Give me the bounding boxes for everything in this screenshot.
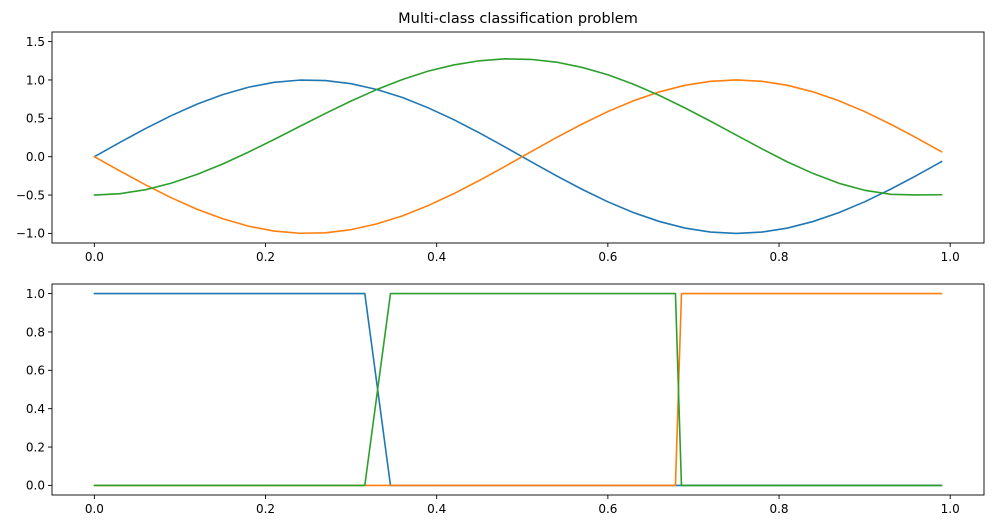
x-tick-label: 1.0 <box>941 502 960 516</box>
x-tick-label: 0.2 <box>256 250 275 264</box>
series-line-3 <box>93 58 943 196</box>
x-tick-label: 1.0 <box>941 250 960 264</box>
y-tick-label: 1.5 <box>26 35 45 49</box>
y-tick-label: 1.0 <box>26 287 45 301</box>
series-line-2 <box>93 79 943 235</box>
y-tick-label: 0.6 <box>26 364 45 378</box>
x-tick-label: 0.8 <box>769 250 788 264</box>
x-tick-label: 0.4 <box>427 502 446 516</box>
top-axes: 0.0 0.2 0.4 0.6 0.8 1.0 −1.0 −0.5 0.0 0.5 1.0 1.5 <box>16 31 985 264</box>
y-tick-label: −1.0 <box>16 227 45 241</box>
series-line-1 <box>93 79 943 235</box>
y-tick-label: 0.4 <box>26 402 45 416</box>
x-tick-label: 0.6 <box>598 502 617 516</box>
y-tick-label: 1.0 <box>26 73 45 87</box>
y-tick-label: 0.0 <box>26 479 45 493</box>
axes-frame <box>51 283 985 496</box>
y-tick-label: 0.8 <box>26 325 45 339</box>
y-tick-label: 0.5 <box>26 112 45 126</box>
x-tick-label: 0.4 <box>427 250 446 264</box>
y-tick-label: 0.0 <box>26 150 45 164</box>
x-tick-label: 0.2 <box>256 502 275 516</box>
x-tick-label: 0.6 <box>598 250 617 264</box>
x-tick-label: 0.8 <box>769 502 788 516</box>
y-tick-label: 0.2 <box>26 440 45 454</box>
series-line-3 <box>93 292 943 487</box>
bottom-axes: 0.0 0.2 0.4 0.6 0.8 1.0 0.0 0.2 0.4 0.6 0.8 1.0 <box>26 283 985 516</box>
x-tick-label: 0.0 <box>85 502 104 516</box>
chart-title: Multi-class classification problem <box>398 11 638 27</box>
x-tick-label: 0.0 <box>85 250 104 264</box>
y-tick-label: −0.5 <box>16 188 45 202</box>
axes-frame <box>51 31 985 244</box>
